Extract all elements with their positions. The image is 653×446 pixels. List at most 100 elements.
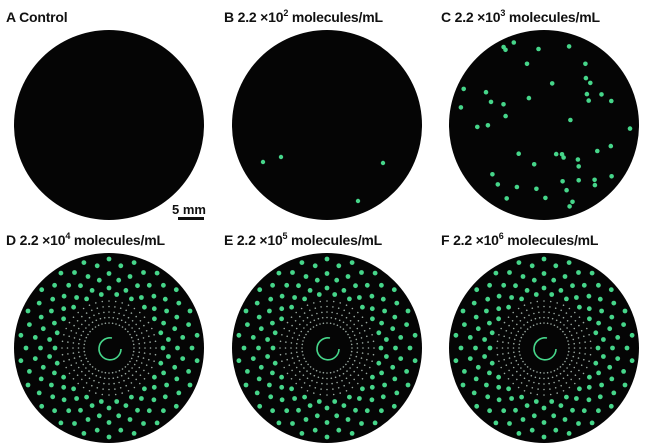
microchamber-dot — [70, 364, 73, 366]
microchamber-dot — [556, 326, 559, 328]
panel-letter: F — [441, 232, 450, 248]
microchamber-dot — [130, 312, 133, 314]
microchamber-dot — [306, 370, 308, 372]
disc-image — [232, 253, 422, 443]
microchamber-dot — [326, 377, 328, 380]
microchamber-dot — [143, 342, 146, 344]
panel-exponent: 2 — [283, 8, 289, 18]
fluorescent-spot — [279, 397, 285, 403]
microchamber-dot — [500, 327, 502, 330]
microchamber-dot — [142, 337, 145, 339]
microchamber-dot — [329, 322, 332, 325]
fluorescent-spot — [180, 335, 186, 340]
fluorescent-spot — [324, 420, 330, 425]
microchamber-dot — [536, 323, 538, 325]
fluorescent-spot — [596, 370, 601, 376]
fluorescent-spot — [627, 126, 633, 131]
fluorescent-spot — [390, 326, 396, 332]
fluorescent-spot — [296, 283, 301, 289]
fluorescent-spot — [284, 282, 290, 288]
microchamber-dot — [83, 343, 86, 346]
microchamber-dot — [372, 340, 375, 343]
microchamber-dot — [88, 316, 91, 319]
microchamber-dot — [524, 363, 526, 366]
microchamber-dot — [570, 370, 572, 373]
microchamber-dot — [503, 321, 506, 324]
fluorescent-spot — [180, 356, 186, 361]
fluorescent-spot — [475, 124, 480, 130]
fluorescent-spot — [376, 360, 382, 366]
fluorescent-spot — [551, 277, 557, 283]
fluorescent-spot — [609, 314, 615, 320]
microchamber-dot — [345, 316, 348, 319]
microchamber-dot — [108, 383, 110, 385]
fluorescent-spot — [162, 394, 168, 400]
microchamber-dot — [589, 340, 592, 343]
fluorescent-spot — [72, 421, 77, 426]
microchamber-dot — [546, 322, 549, 325]
fluorescent-spot — [154, 270, 160, 276]
fluorescent-spot — [49, 382, 54, 388]
microchamber-dot — [102, 306, 104, 308]
microchamber-dot — [130, 382, 133, 384]
microchamber-dot — [81, 370, 83, 373]
scale-bar-label: 5 mm — [172, 202, 206, 217]
microchamber-dot — [567, 343, 570, 346]
microchamber-dot — [116, 317, 119, 320]
fluorescent-spot — [496, 306, 502, 312]
fluorescent-spot — [574, 396, 579, 401]
microchamber-dot — [567, 354, 569, 356]
microchamber-dot — [532, 369, 535, 372]
microchamber-dot — [61, 340, 64, 343]
microchamber-dot — [331, 382, 333, 385]
fluorescent-spot — [553, 151, 559, 157]
microchamber-dot — [108, 388, 110, 391]
microchamber-dot — [293, 332, 296, 334]
microchamber-dot — [103, 311, 105, 314]
microchamber-dot — [313, 319, 316, 322]
microchamber-dot — [326, 394, 328, 396]
microchamber-dot — [342, 366, 345, 368]
microchamber-dot — [570, 315, 572, 318]
microchamber-dot — [326, 311, 328, 313]
fluorescent-spot — [141, 421, 146, 426]
fluorescent-spot — [516, 431, 522, 436]
fluorescent-spot — [609, 174, 614, 179]
microchamber-dot — [331, 311, 333, 314]
panel-suffix: molecules/mL — [505, 9, 600, 25]
microchamber-dot — [87, 333, 89, 336]
fluorescent-spot — [384, 354, 389, 359]
fluorescent-spot — [370, 374, 375, 380]
microchamber-dot — [128, 370, 130, 372]
microchamber-dot — [529, 368, 532, 370]
microchamber-dot — [326, 316, 328, 319]
microchamber-dot — [361, 324, 363, 327]
fluorescent-spot — [475, 364, 481, 370]
microchamber-dot — [523, 304, 526, 306]
microchamber-dot — [371, 360, 373, 362]
microchamber-dot — [523, 377, 526, 380]
microchamber-dot — [84, 340, 86, 342]
microchamber-dot — [356, 351, 358, 354]
microchamber-dot — [357, 382, 359, 385]
fluorescent-spot — [576, 164, 581, 169]
fluorescent-spot — [85, 417, 91, 422]
fluorescent-spot — [380, 394, 386, 400]
microchamber-dot — [333, 371, 335, 373]
fluorescent-spot — [570, 283, 575, 289]
fluorescent-spot — [561, 155, 566, 160]
fluorescent-spot — [412, 358, 418, 364]
fluorescent-spot — [615, 335, 621, 340]
fluorescent-spot — [61, 397, 67, 403]
fluorescent-spot — [504, 196, 509, 201]
microchamber-dot — [496, 353, 499, 356]
fluorescent-spot — [541, 256, 547, 262]
fluorescent-spot — [341, 403, 347, 408]
microchamber-dot — [113, 311, 115, 314]
fluorescent-spot — [58, 270, 64, 276]
microchamber-dot — [565, 357, 568, 360]
disc-image — [14, 30, 204, 220]
microchamber-dot — [135, 315, 137, 318]
fluorescent-spot — [412, 332, 418, 338]
microchamber-dot — [337, 307, 340, 309]
